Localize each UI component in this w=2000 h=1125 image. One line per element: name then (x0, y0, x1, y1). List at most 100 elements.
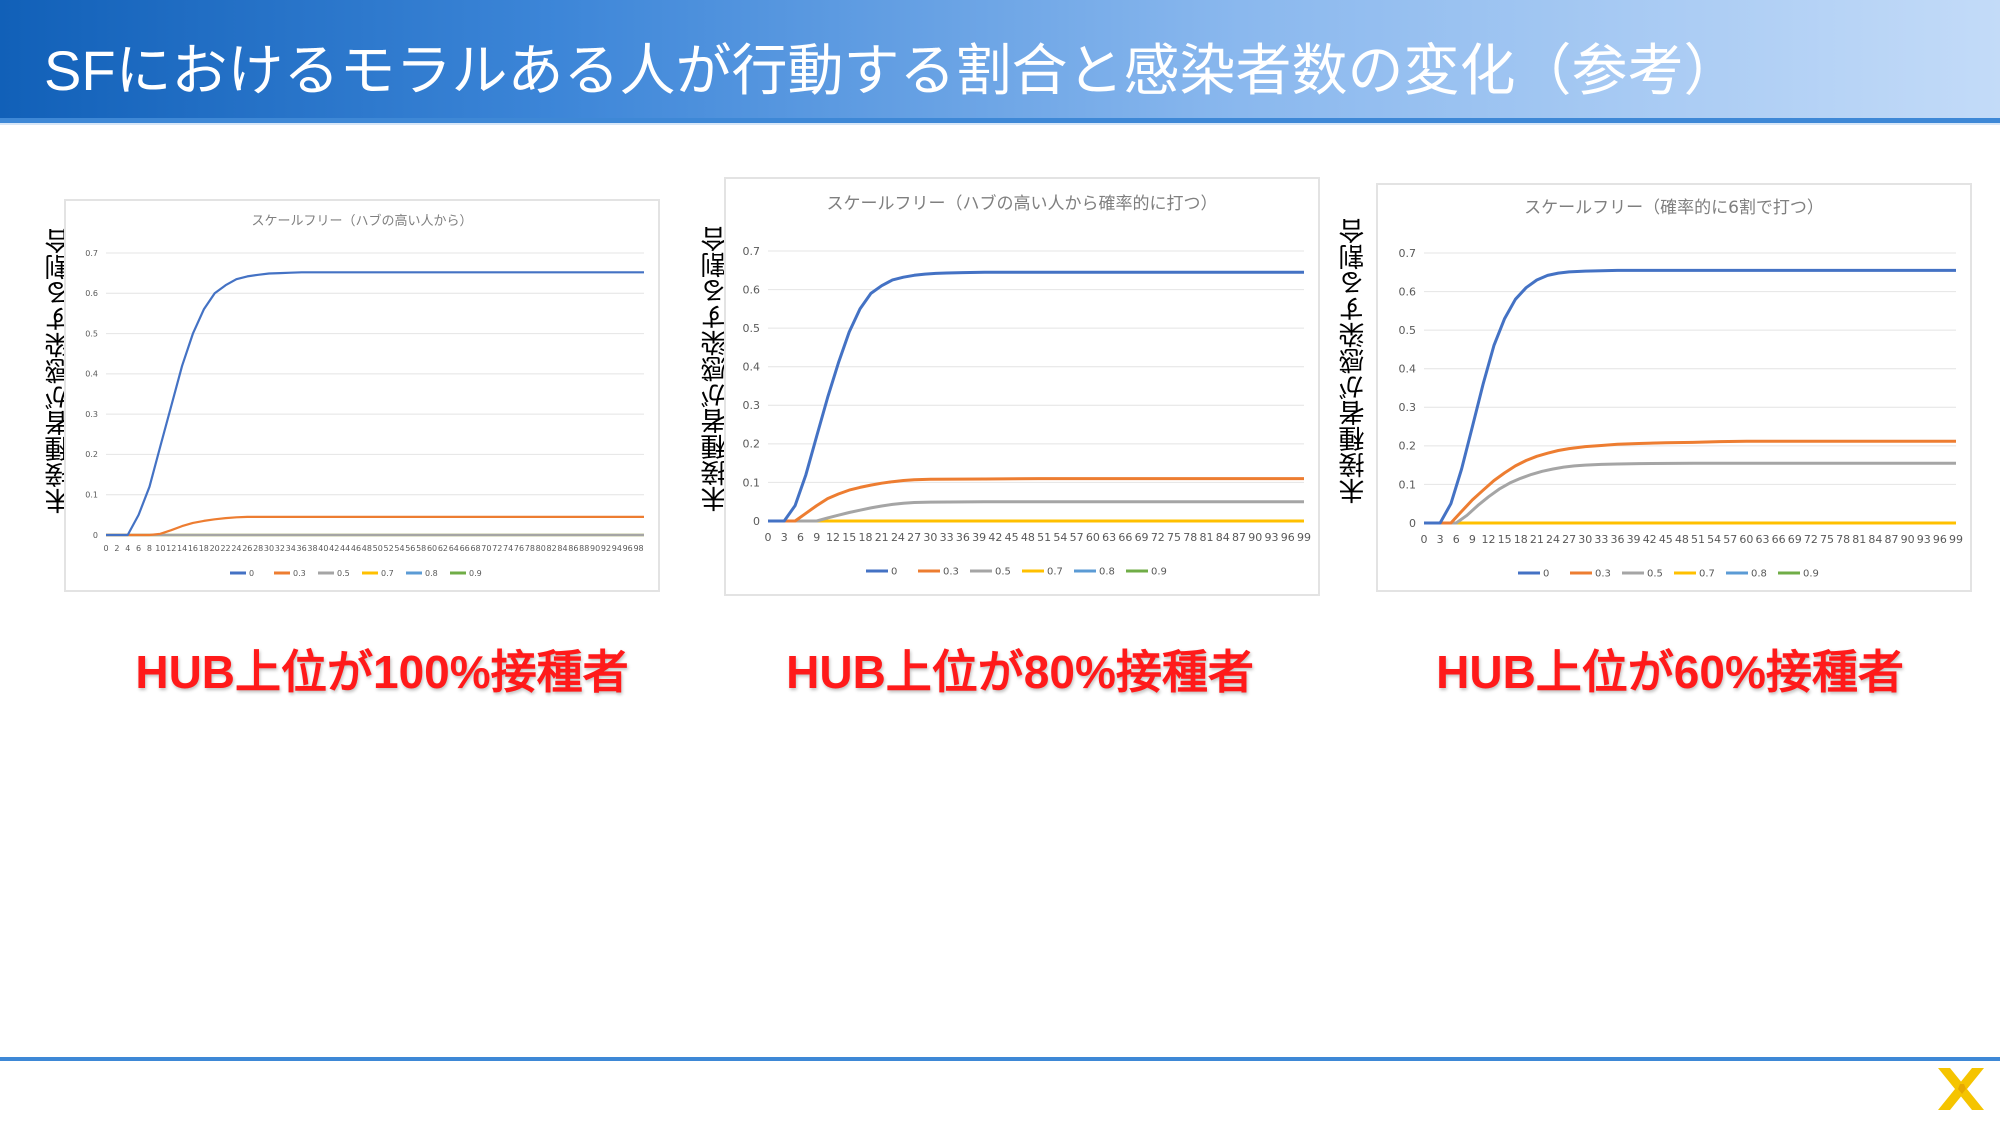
x-tick-label: 88 (579, 544, 589, 553)
y-tick-label: 0 (1409, 517, 1416, 530)
x-tick-label: 75 (1167, 531, 1181, 544)
y-tick-label: 0.6 (1399, 285, 1417, 298)
x-tick-label: 80 (536, 544, 546, 553)
x-tick-label: 42 (988, 531, 1002, 544)
chart-3-frame: スケールフリー（確率的に6割で打つ） 0 0.1 0.2 0.3 0.4 0.5 0.6 0.7… (1376, 183, 1972, 592)
y-tick-label: 0.5 (743, 322, 761, 335)
x-tick-label: 84 (1868, 533, 1882, 546)
x-tick-label: 51 (1691, 533, 1705, 546)
legend-label: 0 (1543, 569, 1549, 580)
series-line-0 (768, 270, 1304, 523)
x-tick-label: 50 (373, 544, 383, 553)
x-tick-label: 39 (972, 531, 986, 544)
x-tick-label: 98 (633, 544, 643, 553)
x-tick-label: 8 (147, 544, 152, 553)
x-tick-label: 48 (1021, 531, 1035, 544)
x-tick-label: 45 (1659, 533, 1673, 546)
y-tick-label: 0.3 (85, 410, 98, 419)
x-tick-label: 24 (891, 531, 905, 544)
x-tick-label: 81 (1852, 533, 1866, 546)
x-tick-label: 9 (813, 531, 820, 544)
legend-label: 0.8 (1099, 567, 1115, 578)
x-tick-label: 99 (1949, 533, 1963, 546)
x-tick-label: 87 (1232, 531, 1246, 544)
chart-title: スケールフリー（ハブの高い人から） (251, 213, 472, 229)
series-line-0-3 (768, 477, 1304, 523)
x-tick-label: 38 (307, 544, 317, 553)
x-tick-label: 78 (1183, 531, 1197, 544)
x-tick-label: 62 (438, 544, 448, 553)
x-tick-label: 64 (449, 544, 459, 553)
x-tick-label: 52 (383, 544, 393, 553)
x-tick-label: 12 (166, 544, 176, 553)
x-tick-label: 84 (1216, 531, 1230, 544)
x-tick-label: 3 (781, 531, 788, 544)
x-tick-label: 6 (1453, 533, 1460, 546)
x-tick-label: 9 (1469, 533, 1476, 546)
x-tick-label: 36 (1610, 533, 1624, 546)
legend-label: 0.7 (381, 569, 394, 578)
x-tick-label: 2 (114, 544, 119, 553)
x-tick-label: 60 (427, 544, 437, 553)
y-tick-label: 0.7 (743, 245, 761, 258)
chart-3-ylabel: 未接種者が感染する割合 (1338, 218, 1368, 504)
x-tick-label: 54 (1053, 531, 1067, 544)
x-tick-label: 42 (1643, 533, 1657, 546)
series-line-0 (1424, 268, 1956, 525)
x-tick-label: 36 (297, 544, 307, 553)
y-tick-label: 0.4 (85, 370, 98, 379)
x-tick-label: 51 (1037, 531, 1051, 544)
x-tick-label: 21 (875, 531, 889, 544)
x-tick-label: 60 (1739, 533, 1753, 546)
slide-header: SFにおけるモラルある人が行動する割合と感染者数の変化（参考） (0, 0, 2000, 118)
legend-label: 0 (249, 569, 254, 578)
legend-label: 0.9 (1151, 567, 1167, 578)
series-line-0 (106, 271, 644, 537)
legend-label: 0.9 (1803, 569, 1819, 580)
x-tick-label: 81 (1200, 531, 1214, 544)
x-tick-label: 3 (1437, 533, 1444, 546)
x-tick-label: 58 (416, 544, 426, 553)
x-tick-label: 93 (1265, 531, 1279, 544)
x-tick-label: 86 (568, 544, 578, 553)
x-tick-label: 84 (557, 544, 567, 553)
legend-label: 0.3 (1595, 569, 1611, 580)
y-tick-label: 0.6 (743, 283, 761, 296)
x-tick-label: 48 (362, 544, 372, 553)
y-tick-label: 0 (93, 531, 98, 540)
x-tick-label: 66 (460, 544, 470, 553)
x-tick-label: 24 (1546, 533, 1560, 546)
x-tick-label: 10 (155, 544, 165, 553)
x-tick-label: 94 (612, 544, 622, 553)
y-tick-label: 0.2 (85, 450, 98, 459)
x-tick-label: 27 (907, 531, 921, 544)
x-tick-label: 27 (1562, 533, 1576, 546)
x-tick-label: 44 (340, 544, 350, 553)
x-tick-label: 15 (842, 531, 856, 544)
y-tick-label: 0.3 (1399, 401, 1417, 414)
legend-label: 0.3 (293, 569, 306, 578)
x-tick-label: 15 (1498, 533, 1512, 546)
chart-2-svg: スケールフリー（ハブの高い人から確率的に打つ） 0 0.1 0.2 0.3 0.4 0.5 0… (743, 193, 1312, 578)
legend-label: 0.8 (425, 569, 438, 578)
y-tick-label: 0.4 (743, 361, 761, 374)
series-line-0-5 (1424, 461, 1956, 525)
x-tick-label: 48 (1675, 533, 1689, 546)
chart-2-caption: HUB上位が80%接種者 (786, 646, 1254, 698)
chart-1-caption: HUB上位が100%接種者 (135, 646, 629, 698)
x-tick-label: 28 (253, 544, 263, 553)
y-tick-label: 0.2 (743, 438, 761, 451)
x-tick-label: 93 (1917, 533, 1931, 546)
legend-label: 0.8 (1751, 569, 1767, 580)
x-tick-label: 4 (125, 544, 130, 553)
y-tick-label: 0.5 (1399, 324, 1417, 337)
x-tick-label: 46 (351, 544, 361, 553)
x-tick-label: 78 (525, 544, 535, 553)
x-tick-label: 90 (1248, 531, 1262, 544)
x-tick-label: 72 (1804, 533, 1818, 546)
x-tick-label: 14 (177, 544, 187, 553)
legend-label: 0 (891, 567, 897, 578)
x-tick-label: 96 (1281, 531, 1295, 544)
y-tick-label: 0.1 (1399, 478, 1417, 491)
series-line-0-3 (106, 515, 644, 537)
